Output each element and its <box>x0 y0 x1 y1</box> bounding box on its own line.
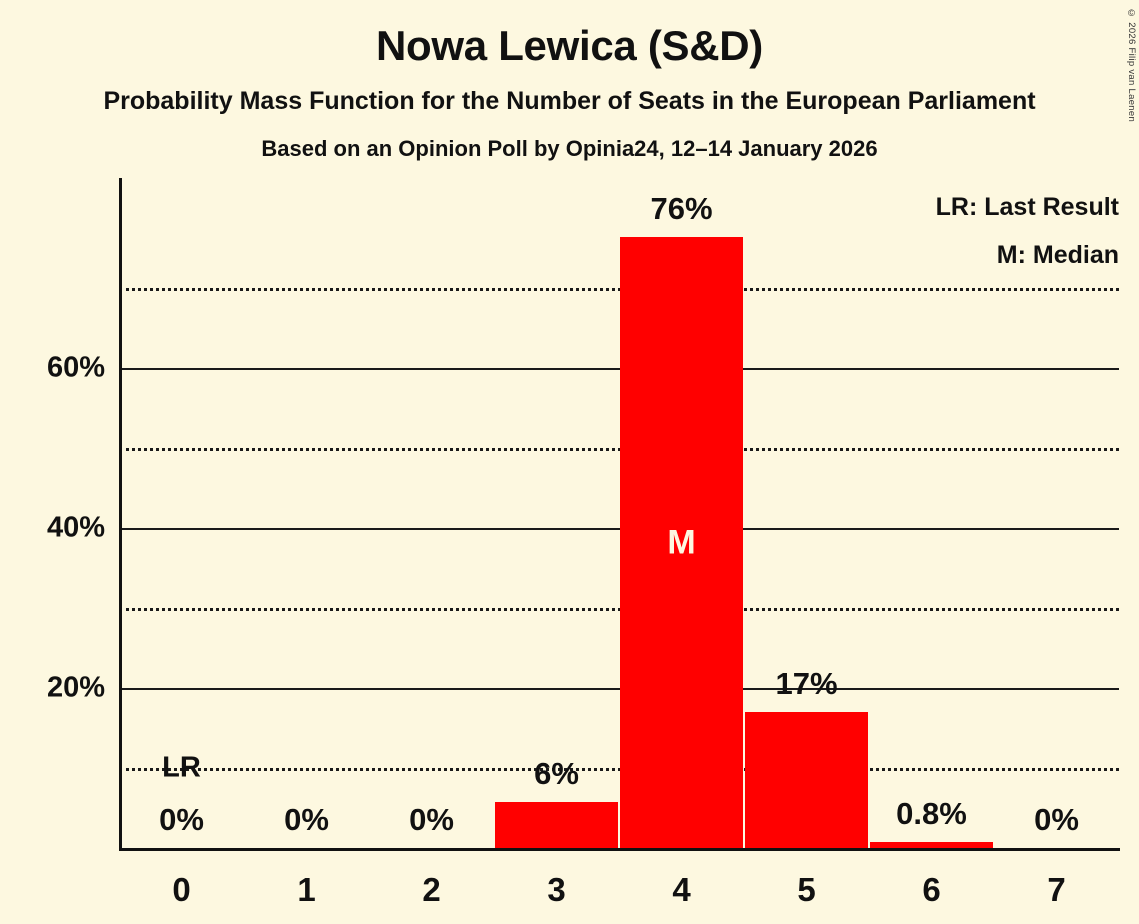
bar-seats-3 <box>495 802 618 848</box>
bar-value-label-4: 76% <box>650 190 713 226</box>
copyright-notice: © 2026 Filip van Laenen <box>1126 8 1137 123</box>
y-axis-tick-label: 40% <box>46 511 105 544</box>
x-axis-tick-label-3: 3 <box>547 871 566 908</box>
page-title: Nowa Lewica (S&D) <box>376 22 763 69</box>
gridline-major-20 <box>119 688 1119 690</box>
bar-value-label-7: 0% <box>1034 802 1079 837</box>
x-axis-tick-label-6: 6 <box>922 871 941 908</box>
legend-item-last-result: LR: Last Result <box>935 193 1119 221</box>
bar-value-label-3: 6% <box>534 756 579 791</box>
gridline-minor-30 <box>119 608 1119 611</box>
x-axis-tick-label-0: 0 <box>172 871 191 908</box>
chart-legend: LR: Last Result M: Median <box>936 183 1119 279</box>
chart-subtitle: Probability Mass Function for the Number… <box>103 87 1036 115</box>
chart-source-subtitle: Based on an Opinion Poll by Opinia24, 12… <box>261 136 878 161</box>
bar-value-label-6: 0.8% <box>896 795 967 831</box>
x-axis-tick-label-4: 4 <box>672 871 691 908</box>
y-axis-tick-label: 20% <box>46 671 105 704</box>
x-axis-line <box>119 848 1120 851</box>
bar-value-label-0: 0% <box>159 802 204 837</box>
gridline-minor-10 <box>119 768 1119 771</box>
x-axis-tick-label-2: 2 <box>422 871 441 908</box>
plot-area <box>119 178 1119 848</box>
bar-seats-5 <box>745 712 868 848</box>
gridline-minor-50 <box>119 448 1119 451</box>
x-axis-tick-label-7: 7 <box>1047 871 1066 908</box>
x-axis-tick-label-5: 5 <box>797 871 816 908</box>
y-axis-tick-label: 60% <box>46 351 105 384</box>
gridline-major-40 <box>119 528 1119 530</box>
gridline-major-60 <box>119 368 1119 370</box>
x-axis-tick-label-1: 1 <box>297 871 316 908</box>
gridline-minor-70 <box>119 288 1119 291</box>
y-axis-line <box>119 178 122 850</box>
legend-item-median: M: Median <box>996 241 1119 269</box>
bar-value-label-5: 17% <box>775 666 838 701</box>
last-result-marker: LR <box>162 751 201 784</box>
bar-seats-6 <box>870 841 993 848</box>
bar-value-label-2: 0% <box>409 802 454 837</box>
median-marker: M <box>667 523 696 562</box>
bar-seats-4 <box>620 236 743 848</box>
bar-value-label-1: 0% <box>284 802 329 837</box>
